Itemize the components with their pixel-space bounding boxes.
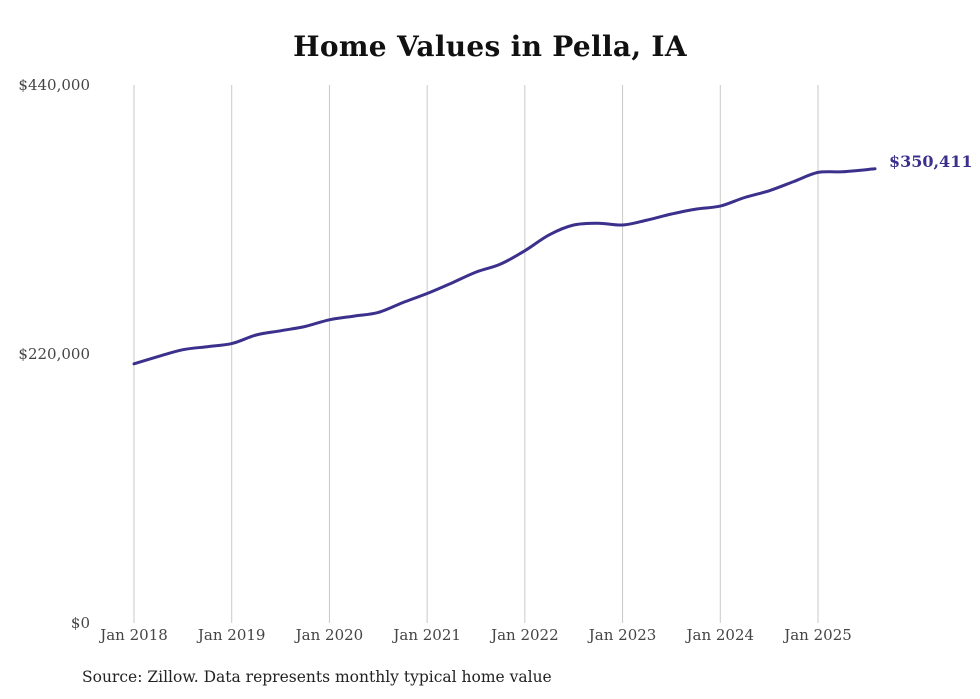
x-tick-label: Jan 2025 — [782, 626, 852, 644]
chart-title: Home Values in Pella, IA — [293, 30, 687, 63]
x-tick-label: Jan 2021 — [391, 626, 461, 644]
series-line — [132, 167, 877, 366]
gridlines — [133, 85, 819, 623]
x-axis-ticks: Jan 2018 Jan 2019 Jan 2020 Jan 2021 Jan 2022… — [98, 626, 852, 644]
y-axis-ticks: $0 $220,000 $440,000 — [18, 76, 90, 632]
source-note: Source: Zillow. Data represents monthly … — [82, 668, 552, 686]
x-tick-label: Jan 2024 — [685, 626, 755, 644]
y-tick-label: $0 — [71, 614, 90, 632]
end-label-layer: $350,411 — [889, 152, 973, 171]
y-tick-label: $220,000 — [18, 345, 90, 363]
x-tick-label: Jan 2023 — [587, 626, 657, 644]
end-value-label: $350,411 — [889, 152, 973, 171]
x-tick-label: Jan 2020 — [294, 626, 364, 644]
x-tick-label: Jan 2018 — [98, 626, 168, 644]
series-layer — [132, 167, 877, 366]
y-tick-label: $440,000 — [18, 76, 90, 94]
x-tick-label: Jan 2022 — [489, 626, 559, 644]
x-tick-label: Jan 2019 — [196, 626, 266, 644]
